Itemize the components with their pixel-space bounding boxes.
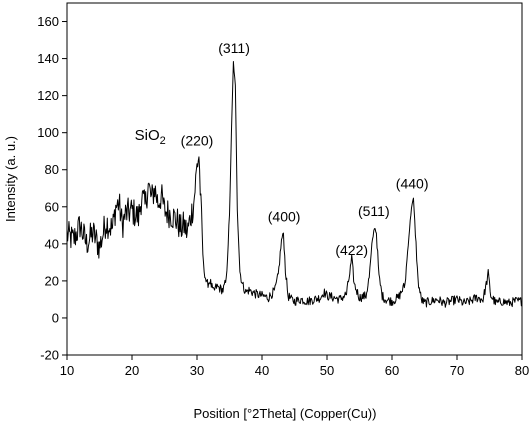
y-tick-label: -20 xyxy=(40,348,59,363)
y-tick-label: 100 xyxy=(37,125,59,140)
y-tick-label: 60 xyxy=(45,199,59,214)
annotation-text: (440) xyxy=(396,175,429,191)
peak-annotation: (220) xyxy=(181,133,214,149)
x-tick-label: 60 xyxy=(385,363,399,378)
y-tick-label: 20 xyxy=(45,273,59,288)
plot-frame xyxy=(66,2,523,356)
peak-annotation: (511) xyxy=(358,203,390,219)
x-tick-label: 80 xyxy=(515,363,529,378)
y-tick-label: 160 xyxy=(37,14,59,29)
annotation-text: (311) xyxy=(218,40,250,56)
xrd-pattern-line xyxy=(66,61,523,308)
y-axis-title: Intensity (a. u.) xyxy=(3,136,18,222)
annotation-text: (400) xyxy=(268,209,301,225)
y-tick-label: 120 xyxy=(37,88,59,103)
sio2-annotation: SiO2 xyxy=(135,127,166,147)
x-tick-label: 40 xyxy=(255,363,269,378)
y-tick-label: 40 xyxy=(45,236,59,251)
peak-annotation: (422) xyxy=(335,242,368,258)
y-tick-label: 140 xyxy=(37,51,59,66)
x-tick-label: 30 xyxy=(190,363,204,378)
x-tick-label: 70 xyxy=(450,363,464,378)
peak-annotation: (440) xyxy=(396,175,429,191)
ticks-layer: 10 20 30 40 50 60 70 80 -20 0 20 40 60 80 100 120 140 160 xyxy=(37,14,529,378)
y-tick-label: 80 xyxy=(45,162,59,177)
annotation-subscript: 2 xyxy=(160,135,166,147)
annotation-text: (422) xyxy=(335,242,368,258)
y-tick-label: 0 xyxy=(52,310,59,325)
peak-annotation: (311) xyxy=(218,40,250,56)
x-axis-title: Position [°2Theta] (Copper(Cu)) xyxy=(194,406,377,421)
annotation-text: (511) xyxy=(358,203,390,219)
annotation-text: (220) xyxy=(181,133,214,149)
x-tick-label: 50 xyxy=(320,363,334,378)
peak-annotation: (400) xyxy=(268,209,301,225)
x-tick-label: 10 xyxy=(60,363,74,378)
series-layer xyxy=(66,61,523,308)
x-tick-label: 20 xyxy=(125,363,139,378)
annotation-text: SiO xyxy=(135,127,160,144)
annotation-layer: SiO2 (220) (311) (400) (422) (511) (440) xyxy=(135,40,429,258)
